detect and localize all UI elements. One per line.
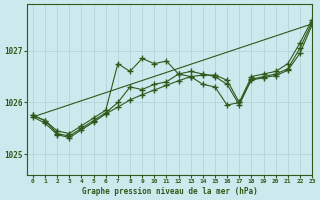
X-axis label: Graphe pression niveau de la mer (hPa): Graphe pression niveau de la mer (hPa) [82, 187, 257, 196]
